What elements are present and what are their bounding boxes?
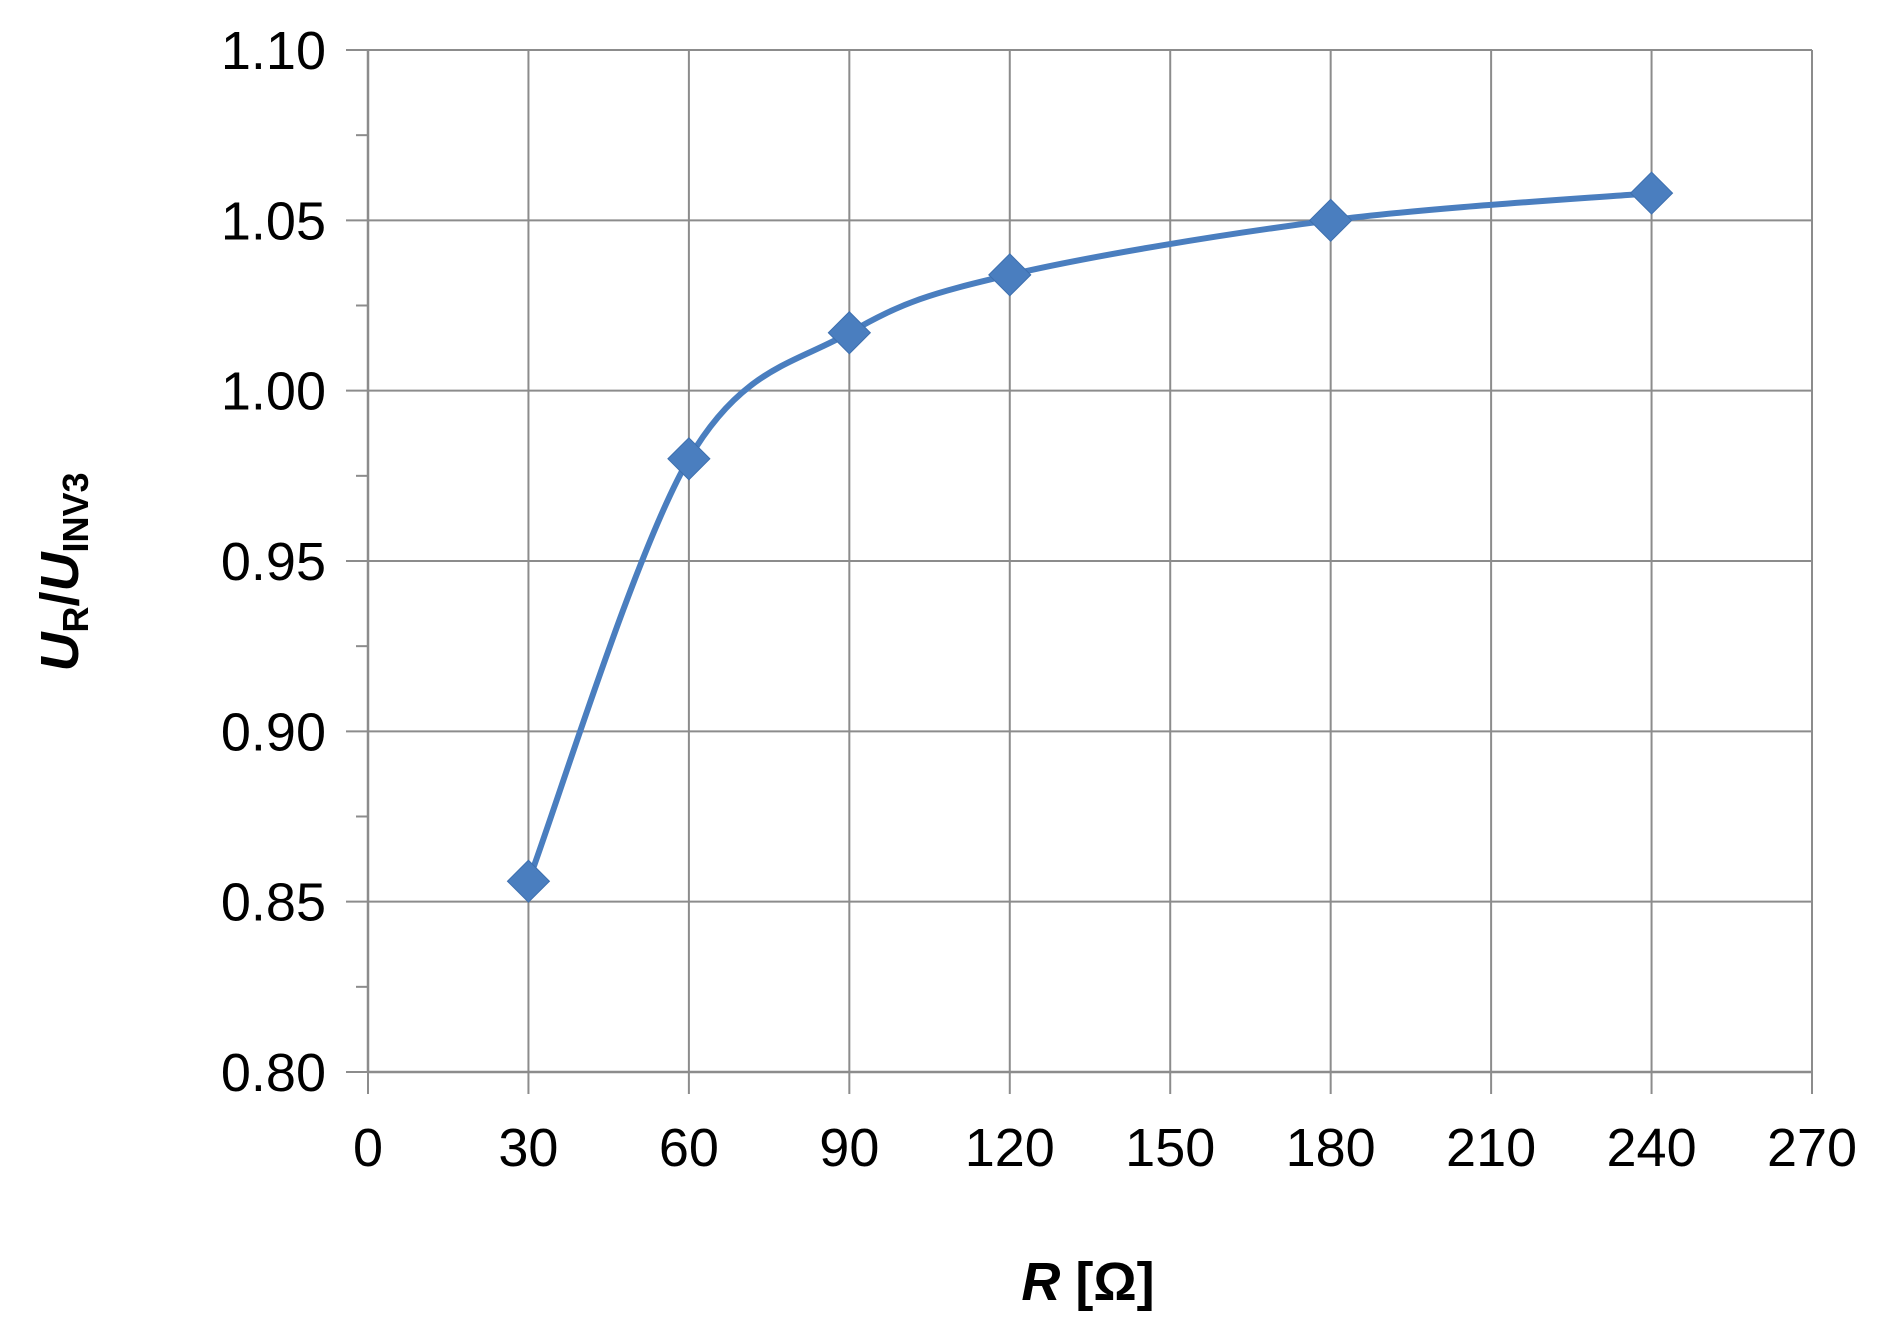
x-tick-label: 90 xyxy=(819,1118,879,1178)
series xyxy=(506,171,1674,903)
y-tick-label: 1.00 xyxy=(221,362,326,422)
x-tick-label: 60 xyxy=(659,1118,719,1178)
tick-labels: 0.80 0.85 0.90 0.95 1.00 1.05 1.10 0 30 60 90 120 15… xyxy=(221,21,1857,1178)
data-point-marker xyxy=(1308,198,1353,243)
y-axis-u2: U xyxy=(30,551,90,592)
y-tick-label: 0.95 xyxy=(221,532,326,592)
data-point-marker xyxy=(988,253,1032,297)
data-point-marker xyxy=(506,859,551,903)
y-tick-label: 0.85 xyxy=(221,873,326,933)
x-axis-unit: [Ω] xyxy=(1060,1252,1154,1312)
grid xyxy=(367,49,1813,1073)
x-axis-title: R [Ω] xyxy=(1021,1252,1154,1312)
y-axis-sub2: INV3 xyxy=(55,472,96,552)
y-axis-title: UR/UINV3 xyxy=(30,472,96,671)
axes xyxy=(346,49,1813,1094)
x-tick-label: 150 xyxy=(1125,1118,1215,1178)
y-tick-label: 1.10 xyxy=(221,21,326,81)
x-tick-label: 120 xyxy=(965,1118,1055,1178)
y-axis-slash: / xyxy=(30,592,90,607)
series-line xyxy=(525,190,1652,883)
x-tick-label: 180 xyxy=(1286,1118,1376,1178)
y-tick-label: 0.90 xyxy=(221,702,326,762)
data-point-marker xyxy=(667,437,711,481)
y-axis-u1: U xyxy=(30,631,90,672)
y-tick-label: 1.05 xyxy=(221,191,326,251)
data-point-marker xyxy=(1629,171,1674,215)
y-tick-label: 0.80 xyxy=(221,1043,326,1103)
x-axis-symbol: R xyxy=(1021,1252,1060,1312)
x-tick-label: 240 xyxy=(1607,1118,1697,1178)
x-tick-label: 210 xyxy=(1446,1118,1536,1178)
y-axis-sub1: R xyxy=(55,607,96,633)
x-tick-label: 30 xyxy=(498,1118,558,1178)
data-point-marker xyxy=(827,311,872,355)
x-tick-label: 270 xyxy=(1767,1118,1857,1178)
x-tick-label: 0 xyxy=(353,1118,383,1178)
